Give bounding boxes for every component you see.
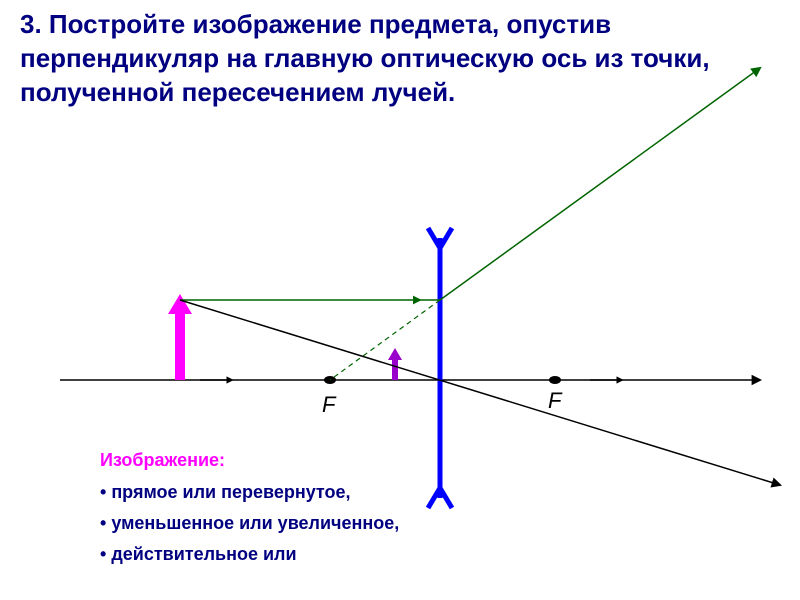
caption-item: действительное или <box>100 544 399 565</box>
ray-dashed-extension <box>330 300 440 380</box>
focus-label-right: F <box>548 388 561 414</box>
caption-label: Изображение: <box>100 450 225 471</box>
ray-refracted <box>440 68 760 300</box>
object-arrow-head <box>168 294 192 314</box>
caption-item: уменьшенное или увеличенное, <box>100 513 399 534</box>
caption-item: прямое или перевернутое, <box>100 482 399 503</box>
focus-label-left: F <box>322 392 335 418</box>
ray-through-center <box>180 300 780 485</box>
caption-list: прямое или перевернутое, уменьшенное или… <box>100 482 399 575</box>
image-arrow-head <box>388 348 402 360</box>
focus-right <box>549 376 561 384</box>
